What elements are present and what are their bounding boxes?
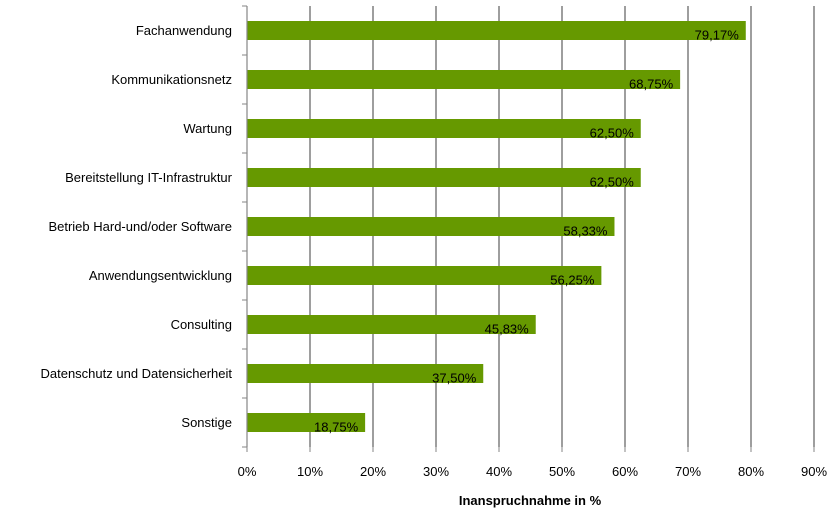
- data-label: 18,75%: [314, 420, 359, 435]
- x-tick-labels: 0% 10% 20% 30% 40% 50% 60% 70% 80% 90%: [238, 464, 828, 479]
- data-label: 79,17%: [695, 28, 740, 43]
- x-tick-label: 30%: [423, 464, 449, 479]
- bar: [247, 364, 484, 383]
- data-label: 68,75%: [629, 77, 674, 92]
- data-label: 58,33%: [563, 224, 608, 239]
- axes: [242, 5, 815, 452]
- bars: [247, 21, 746, 432]
- category-label: Bereitstellung IT-Infrastruktur: [65, 170, 233, 185]
- x-tick-label: 60%: [612, 464, 638, 479]
- x-tick-label: 70%: [675, 464, 701, 479]
- bar: [247, 21, 746, 40]
- data-label: 62,50%: [590, 126, 635, 141]
- data-label: 62,50%: [590, 175, 635, 190]
- category-label: Anwendungsentwicklung: [89, 268, 232, 283]
- bar: [247, 266, 602, 285]
- category-label: Fachanwendung: [136, 23, 232, 38]
- category-label: Sonstige: [181, 415, 232, 430]
- x-tick-label: 50%: [549, 464, 575, 479]
- bar: [247, 413, 366, 432]
- category-label: Wartung: [183, 121, 232, 136]
- category-label: Datenschutz und Datensicherheit: [40, 366, 232, 381]
- x-tick-label: 10%: [297, 464, 323, 479]
- bar: [247, 168, 641, 187]
- data-label: 45,83%: [485, 322, 530, 337]
- x-tick-label: 90%: [801, 464, 827, 479]
- x-tick-label: 0%: [238, 464, 257, 479]
- category-labels: Fachanwendung Kommunikationsnetz Wartung Be…: [40, 23, 232, 430]
- x-tick-label: 80%: [738, 464, 764, 479]
- category-label: Kommunikationsnetz: [111, 72, 232, 87]
- category-label: Betrieb Hard-und/oder Software: [48, 219, 232, 234]
- data-label: 37,50%: [432, 371, 477, 386]
- x-tick-label: 40%: [486, 464, 512, 479]
- bar: [247, 70, 681, 89]
- bar: [247, 217, 615, 236]
- category-label: Consulting: [171, 317, 232, 332]
- data-labels: 79,17% 68,75% 62,50% 62,50% 58,33% 56,25% 45,8…: [314, 28, 739, 435]
- bar: [247, 119, 641, 138]
- bar: [247, 315, 536, 334]
- x-axis-title: Inanspruchnahme in %: [459, 493, 602, 508]
- x-tick-label: 20%: [360, 464, 386, 479]
- data-label: 56,25%: [550, 273, 595, 288]
